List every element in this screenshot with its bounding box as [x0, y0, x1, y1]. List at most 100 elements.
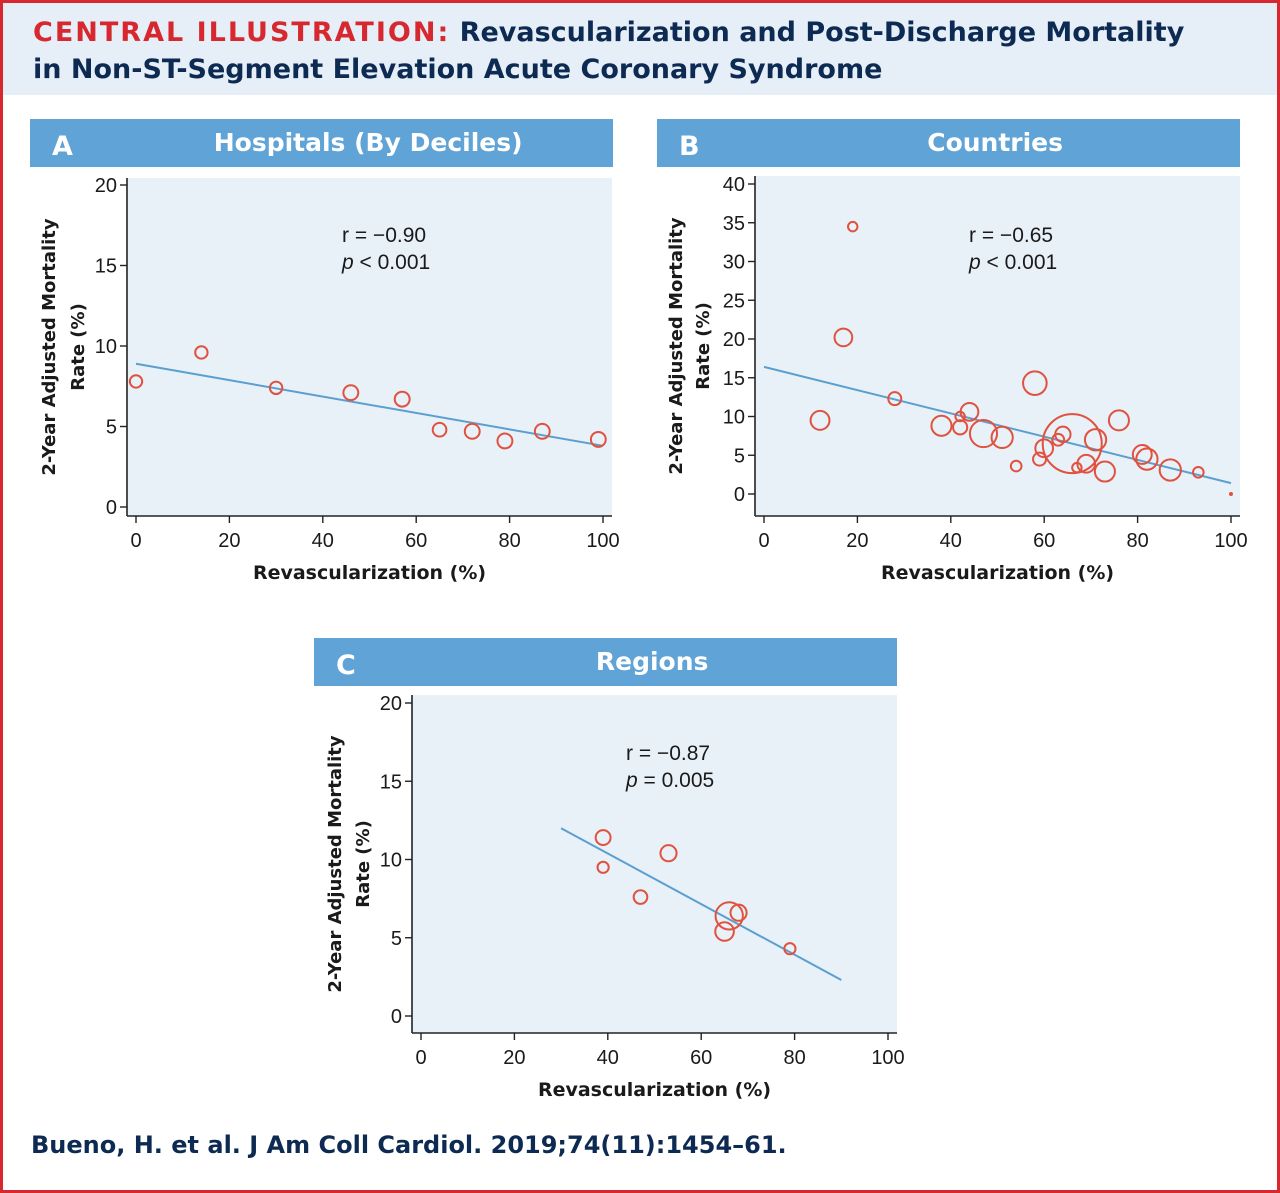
- x-tick-label: 40: [940, 530, 962, 552]
- data-point: [959, 402, 980, 422]
- data-point: [596, 860, 610, 874]
- data-point: [1131, 444, 1153, 465]
- x-tick-label: 60: [405, 530, 427, 552]
- stat-p: p < 0.001: [341, 251, 430, 274]
- y-tick-label: 0: [106, 497, 117, 519]
- data-point: [1158, 458, 1182, 482]
- panel-banner: [30, 119, 613, 167]
- x-tick-label: 0: [130, 530, 141, 552]
- plot-area: [412, 695, 897, 1033]
- data-point: [1192, 465, 1205, 479]
- title-lead: CENTRAL ILLUSTRATION:: [33, 17, 451, 48]
- data-point: [128, 374, 144, 389]
- data-point: [194, 345, 209, 360]
- y-tick-label: 5: [734, 445, 745, 467]
- stat-p-value: < 0.001: [354, 251, 430, 274]
- data-point: [589, 430, 607, 448]
- panel-title: Regions: [596, 647, 709, 676]
- title-rest: Revascularization and Post-Discharge Mor…: [459, 17, 1185, 48]
- x-axis-label: Revascularization (%): [538, 1079, 771, 1101]
- data-point: [1041, 413, 1103, 475]
- x-tick-label: 60: [1033, 530, 1055, 552]
- y-tick-label: 35: [723, 213, 745, 235]
- panel-letter: C: [336, 650, 356, 681]
- x-tick-label: 20: [503, 1047, 525, 1069]
- y-tick-label: 5: [106, 417, 117, 439]
- data-point: [1022, 370, 1048, 396]
- data-point: [714, 901, 744, 931]
- plot-area: [127, 178, 612, 516]
- data-point: [463, 422, 481, 440]
- data-point: [632, 889, 649, 905]
- stat-p-symbol: p: [968, 251, 981, 274]
- data-point: [714, 921, 735, 942]
- y-tick-label: 0: [391, 1006, 402, 1028]
- data-point: [1229, 492, 1233, 496]
- data-point: [533, 422, 551, 440]
- plot-area: [755, 176, 1240, 516]
- stat-p-value: = 0.005: [638, 769, 714, 792]
- data-point: [1093, 460, 1116, 483]
- data-point: [1009, 459, 1023, 473]
- data-point: [847, 220, 859, 233]
- data-point: [1034, 438, 1055, 459]
- stat-p-value: < 0.001: [981, 251, 1057, 274]
- panel-a: A Hospitals (By Deciles) 0 5 10 15 20 0 20 40 60 80…: [30, 119, 620, 584]
- x-tick-label: 0: [415, 1047, 426, 1069]
- data-point: [594, 829, 612, 847]
- citation: Bueno, H. et al. J Am Coll Cardiol. 2019…: [31, 1131, 787, 1159]
- stat-r: r = −0.90: [342, 224, 426, 247]
- x-tick-label: 80: [1126, 530, 1148, 552]
- data-point: [783, 942, 797, 956]
- y-tick-label: 0: [734, 484, 745, 506]
- data-point: [833, 327, 854, 348]
- header-banner: CENTRAL ILLUSTRATION: Revascularization …: [3, 3, 1277, 95]
- data-point: [431, 421, 448, 438]
- y-tick-label: 15: [723, 368, 745, 390]
- x-tick-label: 80: [498, 530, 520, 552]
- data-point: [990, 425, 1014, 450]
- x-tick-label: 100: [871, 1047, 904, 1069]
- y-axis-label-line-2: Rate (%): [693, 302, 714, 390]
- data-point: [1135, 447, 1159, 471]
- data-point: [1054, 425, 1072, 443]
- y-tick-label: 30: [723, 252, 745, 274]
- panel-title: Hospitals (By Deciles): [214, 128, 523, 157]
- x-axis-label: Revascularization (%): [881, 562, 1114, 584]
- stat-p: p < 0.001: [968, 251, 1057, 274]
- data-point: [930, 414, 953, 437]
- y-tick-label: 10: [723, 407, 745, 429]
- y-tick-label: 40: [723, 174, 745, 196]
- data-point: [809, 409, 831, 431]
- y-tick-label: 15: [380, 771, 402, 793]
- x-tick-label: 100: [1214, 530, 1247, 552]
- y-tick-label: 10: [95, 336, 117, 358]
- stat-r: r = −0.65: [969, 224, 1053, 247]
- y-tick-label: 5: [391, 928, 402, 950]
- fit-line: [135, 362, 604, 447]
- panel-c: C Regions 0 5 10 15 20 0 20 40 60 80 100 Revasculariz…: [314, 638, 905, 1101]
- data-point: [729, 903, 748, 922]
- y-axis-label-line-1: 2-Year Adjusted Mortality: [325, 735, 346, 993]
- y-tick-label: 20: [723, 329, 745, 351]
- y-tick-label: 15: [95, 256, 117, 278]
- panel-b: B Countries 0 5 10 15 20 25 30 35 40 0 20 40 60 80 100 Re…: [657, 119, 1248, 584]
- y-tick-label: 10: [380, 850, 402, 872]
- data-point: [1051, 432, 1066, 447]
- y-tick-label: 25: [723, 290, 745, 312]
- y-axis-label-line-1: 2-Year Adjusted Mortality: [39, 218, 60, 476]
- x-tick-label: 40: [597, 1047, 619, 1069]
- x-tick-label: 20: [846, 530, 868, 552]
- x-axis-label: Revascularization (%): [253, 562, 486, 584]
- y-axis-label-line-2: Rate (%): [353, 820, 374, 908]
- stat-p-symbol: p: [625, 769, 638, 792]
- x-tick-label: 100: [586, 530, 619, 552]
- data-point: [393, 390, 411, 408]
- data-point: [887, 391, 903, 407]
- x-tick-label: 0: [758, 530, 769, 552]
- fit-line: [560, 827, 842, 981]
- panel-letter: A: [52, 131, 73, 162]
- data-point: [268, 380, 284, 396]
- x-tick-label: 80: [783, 1047, 805, 1069]
- panel-title: Countries: [927, 128, 1063, 157]
